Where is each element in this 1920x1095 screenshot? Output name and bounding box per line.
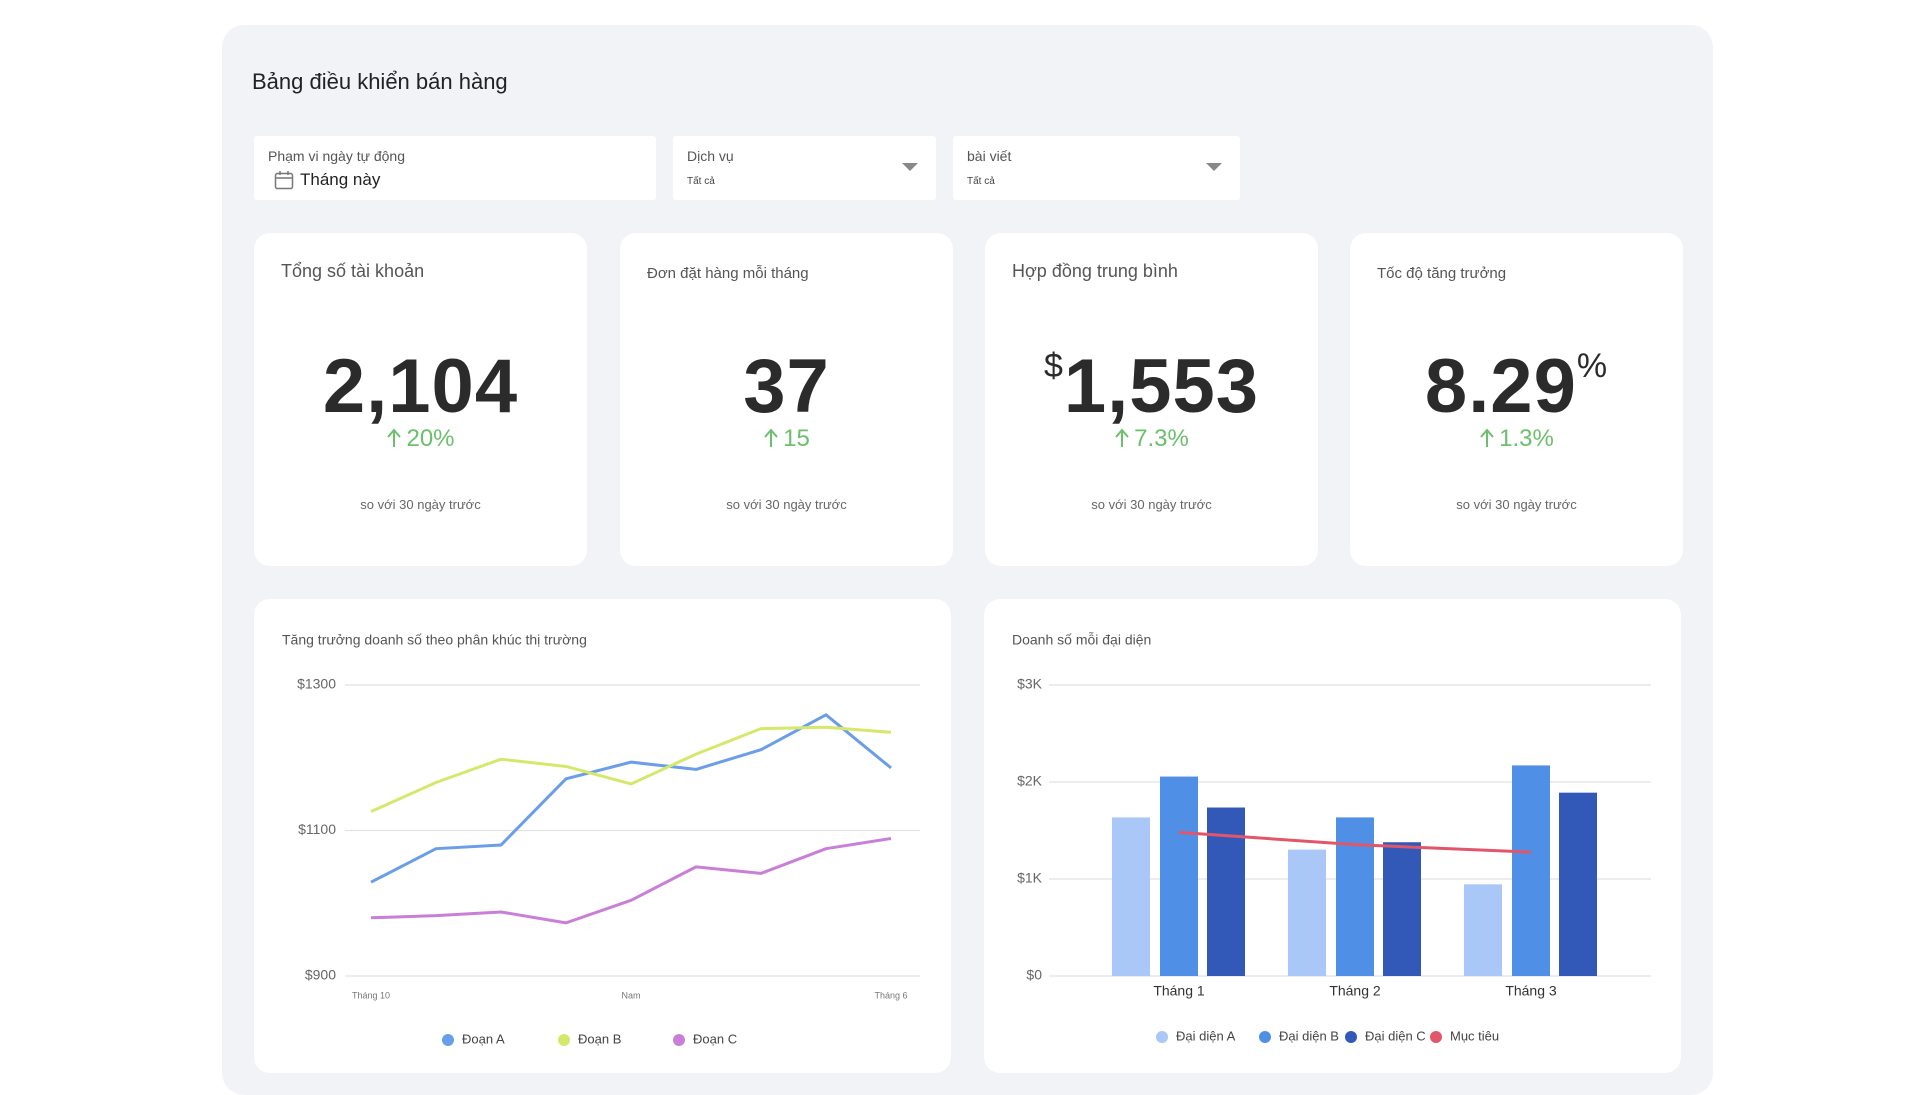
filter-value: Tất cả (967, 176, 995, 187)
dropdown-arrow (1206, 163, 1222, 171)
kpi-title: Hợp đồng trung bình (1012, 261, 1178, 281)
chart-card: Doanh số mỗi đại diện $0 $1K $2K $3K Tháng 1 T… (984, 599, 1681, 1073)
filter-label: Phạm vi ngày tự động (268, 148, 406, 164)
bar (1288, 849, 1326, 976)
line-series (370, 725, 892, 813)
kpi-card: Tổng số tài khoản 2,104 20% so với 30 ng… (254, 233, 587, 566)
up-arrow (1480, 428, 1494, 447)
calendar-icon (274, 171, 294, 190)
kpi-note: so với 30 ngày trước (726, 497, 847, 512)
kpi-note: so với 30 ngày trước (1091, 497, 1212, 512)
line-chart: Tăng trưởng doanh số theo phân khúc thị … (282, 632, 920, 1046)
y-tick-label: $900 (305, 967, 336, 983)
kpi-value: 2,104 (254, 343, 587, 430)
bar (1207, 807, 1245, 976)
x-tick-label: Tháng 3 (1505, 983, 1557, 999)
kpi-prefix: $ (1043, 347, 1064, 385)
kpi-delta-value: 20% (406, 425, 455, 452)
y-tick-label: $2K (1017, 773, 1043, 789)
filter-value: Tất cả (687, 176, 715, 187)
up-arrow (764, 428, 778, 447)
kpi-suffix: % (1576, 347, 1609, 385)
legend-swatch (1345, 1031, 1357, 1043)
dropdown-arrow (902, 163, 918, 171)
post-filter[interactable]: bài viết Tất cả (953, 136, 1240, 200)
y-tick-label: $3K (1017, 676, 1043, 692)
filter-label: bài viết (967, 148, 1012, 164)
line-series (370, 713, 892, 884)
kpi-delta: 7.3% (985, 425, 1318, 453)
kpi-delta-value: 15 (783, 425, 810, 452)
legend-label: Mục tiêu (1450, 1028, 1499, 1043)
kpi-delta-value: 7.3% (1134, 425, 1189, 452)
kpi-value: 37 (620, 343, 953, 430)
x-tick-label: Tháng 10 (352, 990, 390, 1000)
kpi-title: Tốc độ tăng trưởng (1377, 265, 1507, 282)
page-title: Bảng điều khiển bán hàng (252, 69, 508, 94)
legend-swatch (1156, 1031, 1168, 1043)
legend-label: Đại diện B (1279, 1028, 1339, 1043)
up-arrow (1115, 428, 1129, 447)
legend-label: Đoạn C (693, 1031, 737, 1046)
legend-swatch (673, 1034, 685, 1046)
bar (1336, 817, 1374, 976)
bar (1559, 792, 1597, 976)
kpi-number: 8.29 (1424, 344, 1577, 429)
bar (1160, 776, 1198, 976)
kpi-card: Tốc độ tăng trưởng 8.29% 1.3% so với 30 … (1350, 233, 1683, 566)
x-tick-label: Nam (621, 990, 640, 1000)
kpi-delta: 20% (254, 425, 587, 453)
kpi-delta-value: 1.3% (1499, 425, 1554, 452)
y-tick-label: $1300 (297, 676, 336, 692)
bar (1383, 842, 1421, 976)
kpi-card: Hợp đồng trung bình $1,553 7.3% so với 3… (985, 233, 1318, 566)
line-series (370, 837, 892, 925)
x-tick-label: Tháng 1 (1153, 983, 1205, 999)
chart-title: Doanh số mỗi đại diện (1012, 632, 1151, 648)
x-tick-label: Tháng 2 (1329, 983, 1381, 999)
legend-swatch (558, 1034, 570, 1046)
filter-label: Dịch vụ (687, 148, 734, 164)
filter-value: Tháng này (300, 170, 381, 189)
legend-label: Đại diện C (1365, 1028, 1426, 1043)
date-filter[interactable]: Phạm vi ngày tự động Tháng này (254, 136, 656, 200)
bar (1464, 884, 1502, 976)
chart-card: Tăng trưởng doanh số theo phân khúc thị … (254, 599, 951, 1073)
kpi-delta: 15 (620, 425, 953, 453)
legend-swatch (1259, 1031, 1271, 1043)
service-filter[interactable]: Dịch vụ Tất cả (673, 136, 936, 200)
kpi-note: so với 30 ngày trước (360, 497, 481, 512)
bar-chart: Doanh số mỗi đại diện $0 $1K $2K $3K Tháng 1 T… (1012, 632, 1651, 1043)
chart-title: Tăng trưởng doanh số theo phân khúc thị … (282, 632, 587, 648)
y-tick-label: $0 (1026, 967, 1042, 983)
legend-swatch (1430, 1031, 1442, 1043)
kpi-number: 37 (743, 344, 830, 429)
kpi-number: 1,553 (1063, 344, 1260, 429)
kpi-title: Đơn đặt hàng mỗi tháng (647, 265, 809, 282)
dashboard: Bảng điều khiển bán hàng Phạm vi ngày tự… (222, 25, 1713, 1095)
legend-swatch (442, 1034, 454, 1046)
up-arrow (387, 428, 402, 447)
y-tick-label: $1K (1017, 870, 1043, 886)
bar (1112, 817, 1150, 976)
legend-label: Đại diện A (1176, 1028, 1236, 1043)
kpi-card: Đơn đặt hàng mỗi tháng 37 15 so với 30 n… (620, 233, 953, 566)
bar (1512, 765, 1550, 976)
kpi-note: so với 30 ngày trước (1456, 497, 1577, 512)
x-tick-label: Tháng 6 (874, 990, 907, 1000)
legend-label: Đoạn A (462, 1031, 505, 1046)
kpi-value: 8.29% (1350, 343, 1683, 430)
kpi-value: $1,553 (985, 343, 1318, 430)
target-line (1178, 830, 1532, 854)
legend-label: Đoạn B (578, 1031, 621, 1046)
kpi-title: Tổng số tài khoản (281, 261, 425, 281)
y-tick-label: $1100 (298, 821, 336, 837)
kpi-delta: 1.3% (1350, 425, 1683, 453)
kpi-number: 2,104 (322, 344, 519, 429)
